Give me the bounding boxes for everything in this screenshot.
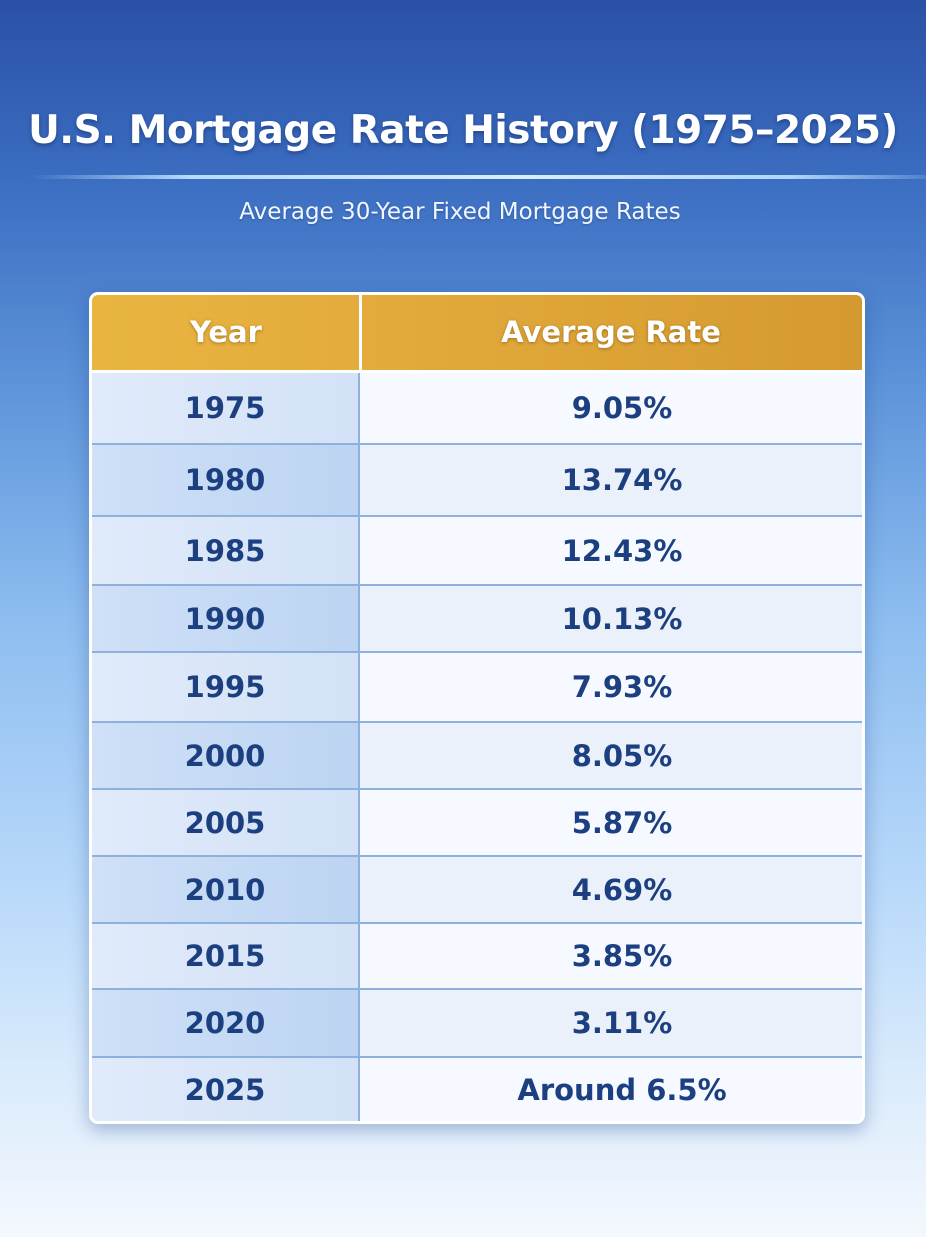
- rate-cell: 3.85%: [360, 924, 862, 988]
- table-row: 1980 13.74%: [92, 445, 862, 517]
- table-body: 1975 9.05% 1980 13.74% 1985 12.43% 1990 …: [92, 373, 862, 1121]
- table-row: 1985 12.43%: [92, 517, 862, 586]
- year-cell: 2010: [92, 857, 360, 922]
- table-row: 2000 8.05%: [92, 723, 862, 790]
- year-cell: 1985: [92, 517, 360, 584]
- table-row: 2020 3.11%: [92, 990, 862, 1058]
- header-separator: [359, 295, 362, 370]
- table-row: 2010 4.69%: [92, 857, 862, 924]
- title-divider: [30, 175, 926, 179]
- column-header-average-rate: Average Rate: [501, 315, 721, 349]
- page-subtitle: Average 30-Year Fixed Mortgage Rates: [239, 199, 681, 225]
- table-row: 1975 9.05%: [92, 373, 862, 445]
- table-row: 1995 7.93%: [92, 653, 862, 723]
- year-cell: 1995: [92, 653, 360, 721]
- rate-cell: 8.05%: [360, 723, 862, 788]
- rate-cell: Around 6.5%: [360, 1058, 862, 1121]
- table-row: 1990 10.13%: [92, 586, 862, 653]
- year-cell: 1980: [92, 445, 360, 515]
- rate-cell: 9.05%: [360, 373, 862, 443]
- table-row: 2005 5.87%: [92, 790, 862, 857]
- column-header-year: Year: [190, 315, 262, 349]
- year-cell: 2000: [92, 723, 360, 788]
- year-cell: 2020: [92, 990, 360, 1056]
- year-cell: 1990: [92, 586, 360, 651]
- table-row: 2015 3.85%: [92, 924, 862, 990]
- rate-cell: 12.43%: [360, 517, 862, 584]
- year-cell: 1975: [92, 373, 360, 443]
- rate-cell: 7.93%: [360, 653, 862, 721]
- year-cell: 2015: [92, 924, 360, 988]
- mortgage-rate-table: Year Average Rate 1975 9.05% 1980 13.74%…: [89, 292, 865, 1124]
- table-row: 2025 Around 6.5%: [92, 1058, 862, 1121]
- rate-cell: 3.11%: [360, 990, 862, 1056]
- year-cell: 2005: [92, 790, 360, 855]
- page-title: U.S. Mortgage Rate History (1975–2025): [28, 108, 898, 153]
- table-header-row: Year Average Rate: [92, 295, 862, 373]
- year-cell: 2025: [92, 1058, 360, 1121]
- rate-cell: 4.69%: [360, 857, 862, 922]
- rate-cell: 13.74%: [360, 445, 862, 515]
- rate-cell: 5.87%: [360, 790, 862, 855]
- rate-cell: 10.13%: [360, 586, 862, 651]
